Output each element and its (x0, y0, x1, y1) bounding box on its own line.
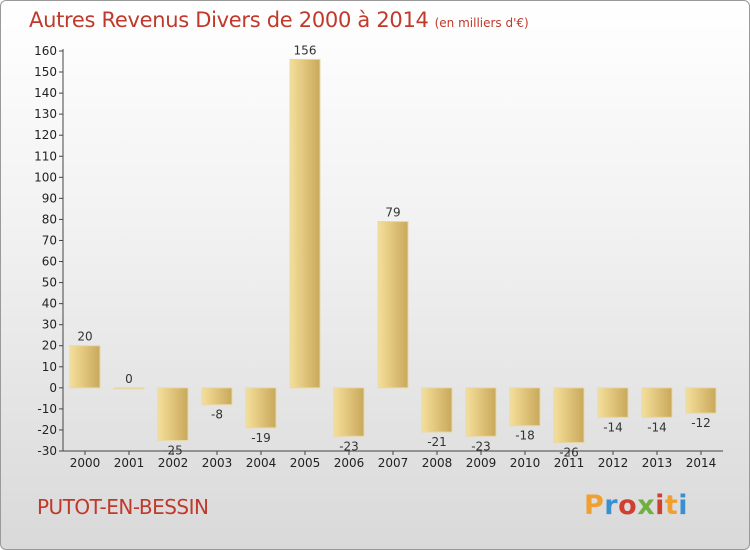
data-label: -8 (211, 408, 223, 422)
logo-letter: x (637, 490, 656, 521)
bar (685, 387, 717, 414)
y-tick-label: 10 (42, 360, 57, 374)
y-tick-label: 20 (42, 339, 57, 353)
logo-letter: i (655, 490, 665, 521)
data-label: -14 (603, 420, 623, 434)
x-tick-label: 2010 (510, 456, 541, 470)
x-tick-label: 2011 (554, 456, 585, 470)
x-tick-label: 2001 (114, 456, 145, 470)
y-tick-label: 130 (34, 107, 57, 121)
y-tick-label: -30 (37, 444, 57, 458)
data-label: -23 (471, 439, 491, 453)
proxiti-logo: Proxiti (584, 490, 688, 521)
x-tick-label: 2012 (598, 456, 629, 470)
y-tick-label: -10 (37, 402, 57, 416)
logo-letter: t (664, 490, 679, 521)
y-tick-label: 100 (34, 170, 57, 184)
y-tick-label: 40 (42, 297, 57, 311)
data-label: 156 (294, 43, 317, 57)
bar (597, 387, 629, 418)
bar (421, 387, 453, 433)
chart-bars (69, 58, 717, 444)
bar (509, 387, 541, 427)
bar (245, 387, 277, 429)
y-tick-label: 110 (34, 149, 57, 163)
bar (157, 387, 189, 441)
x-tick-label: 2003 (202, 456, 233, 470)
y-tick-label: 30 (42, 318, 57, 332)
data-label: -14 (647, 420, 667, 434)
y-tick-label: 70 (42, 233, 57, 247)
bar (201, 387, 233, 406)
logo-letter: i (678, 490, 689, 521)
chart-subtitle: (en milliers d'€) (434, 16, 529, 30)
data-label: -21 (427, 435, 447, 449)
y-tick-label: 140 (34, 86, 57, 100)
x-tick-label: 2009 (466, 456, 497, 470)
y-tick-label: 150 (34, 65, 57, 79)
x-tick-label: 2007 (378, 456, 409, 470)
bar (465, 387, 497, 437)
data-label: 20 (77, 330, 92, 344)
data-label: -19 (251, 431, 271, 445)
data-label: 0 (125, 372, 133, 386)
y-tick-label: 0 (49, 381, 57, 395)
bar (289, 58, 321, 389)
y-tick-label: 160 (34, 44, 57, 58)
bar (69, 345, 101, 389)
x-tick-label: 2013 (642, 456, 673, 470)
logo-letter: r (604, 490, 619, 521)
y-tick-label: 90 (42, 191, 57, 205)
bar (641, 387, 673, 418)
logo-letter: P (584, 490, 605, 521)
x-tick-label: 2005 (290, 456, 321, 470)
bar (553, 387, 585, 444)
x-tick-label: 2002 (158, 456, 189, 470)
y-tick-label: 80 (42, 212, 57, 226)
chart-title-block: Autres Revenus Divers de 2000 à 2014 (en … (29, 8, 529, 32)
chart-title: Autres Revenus Divers de 2000 à 2014 (29, 8, 429, 32)
logo-letter: o (618, 490, 638, 521)
x-tick-label: 2014 (686, 456, 717, 470)
chart-data-labels: 20 0 -25 -8 -19 156 -23 79 -21 -23 -18 -26 -14 -14 -12 (77, 43, 710, 459)
data-label: -12 (691, 416, 711, 430)
bar (333, 387, 365, 437)
bar (377, 221, 409, 389)
y-tick-label: 60 (42, 255, 57, 269)
x-tick-label: 2006 (334, 456, 365, 470)
y-tick-label: -20 (37, 423, 57, 437)
bar (113, 387, 145, 390)
data-label: -23 (339, 439, 359, 453)
y-tick-label: 120 (34, 128, 57, 142)
data-label: 79 (385, 206, 400, 220)
y-tick-label: 50 (42, 276, 57, 290)
chart-axes: -30 -20 -10 0 10 20 30 40 50 60 70 80 90 100 110 120 130… (34, 44, 723, 470)
x-tick-label: 2004 (246, 456, 277, 470)
x-tick-label: 2000 (70, 456, 101, 470)
data-label: -25 (163, 443, 183, 457)
data-label: -26 (559, 446, 579, 460)
x-tick-label: 2008 (422, 456, 453, 470)
city-name: PUTOT-EN-BESSIN (37, 495, 209, 519)
data-label: -18 (515, 429, 535, 443)
